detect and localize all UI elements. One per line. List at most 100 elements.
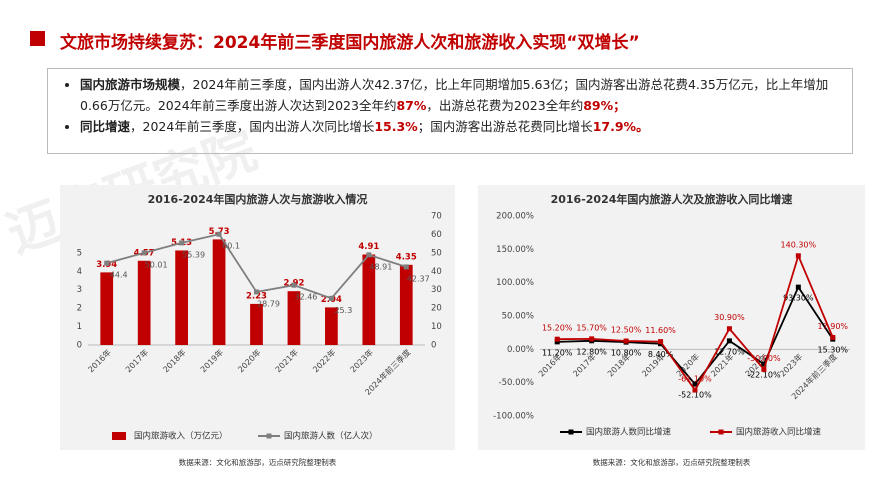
point: [328, 295, 334, 301]
point: [623, 338, 629, 344]
bar: [137, 260, 151, 345]
point-label: 44.4: [110, 271, 128, 280]
y-tick-label: -50.00%: [499, 378, 534, 388]
bar: [362, 254, 376, 345]
point-label: 55.39: [182, 250, 205, 259]
point: [554, 336, 560, 342]
highlight: 15.3%: [374, 119, 418, 134]
bar-label: 2.23: [246, 291, 267, 301]
point: [761, 366, 767, 372]
point-label: 15.30%: [818, 346, 849, 355]
point: [692, 381, 698, 387]
point: [761, 361, 767, 367]
legend-swatch: [112, 432, 126, 440]
bullet-lead: 同比增速: [80, 119, 131, 134]
point: [141, 250, 147, 256]
point-label: 10.80%: [611, 349, 642, 358]
summary-box: 国内旅游市场规模，2024年前三季度，国内出游人次42.37亿，比上年同期增加5…: [47, 68, 853, 154]
chart-panel: [478, 185, 865, 450]
legend-label: 国内旅游人数（亿人次）: [284, 431, 378, 442]
source-note: 数据来源：文化和旅游部，迈点研究院整理制表: [593, 457, 751, 467]
bullet-lead: 国内旅游市场规模: [80, 77, 181, 92]
bar-label: 4.35: [396, 252, 417, 262]
bar: [212, 239, 226, 345]
bar: [100, 272, 114, 345]
slide-title: 文旅市场持续复苏：2024年前三季度国内旅游人次和旅游收入实现“双增长”: [60, 33, 640, 53]
highlight: 89%；: [583, 98, 626, 113]
legend-swatch: [718, 429, 724, 435]
point-label: -52.10%: [678, 391, 712, 400]
legend-label: 国内旅游人数同比增速: [586, 427, 672, 438]
y-tick-label: 0: [77, 341, 82, 351]
bar: [287, 291, 301, 345]
y-tick-label: 2: [77, 304, 82, 314]
y-tick-label: 5: [77, 248, 82, 258]
point-label: 12.70%: [714, 347, 745, 356]
bullet-text: ，出游总花费为2023全年约: [426, 98, 584, 113]
point-label: 8.40%: [648, 350, 674, 359]
point-label: -30.00%: [747, 354, 781, 363]
y-tick-label: 100.00%: [496, 278, 534, 288]
title-marker: [30, 31, 45, 46]
point: [254, 289, 259, 295]
point: [291, 282, 297, 288]
point: [795, 253, 801, 259]
point-label: 30.90%: [714, 313, 745, 322]
y2-tick-label: 60: [431, 230, 442, 240]
y-tick-label: 150.00%: [496, 245, 534, 255]
point: [795, 284, 801, 290]
y-tick-label: 0.00%: [507, 345, 534, 355]
point: [216, 231, 222, 237]
bullet-text: ，2024年前三季度，国内出游人次42.37亿，比上年同期增加5.63亿；国内游…: [80, 77, 829, 113]
y2-tick-label: 0: [431, 341, 436, 351]
bullet: 国内旅游市场规模，2024年前三季度，国内出游人次42.37亿，比上年同期增加5…: [80, 74, 844, 116]
y-tick-label: 1: [77, 322, 82, 332]
point-label: -61.10%: [678, 375, 712, 384]
point: [589, 336, 595, 342]
bar: [250, 303, 263, 345]
point: [692, 387, 698, 393]
point: [366, 252, 372, 258]
point-label: 60.1: [222, 242, 240, 251]
chart-title: 2016-2024年国内旅游人次及旅游收入同比增速: [551, 192, 793, 206]
legend-label: 国内旅游收入（万亿元）: [134, 431, 228, 442]
point-label: 25.3: [334, 306, 352, 315]
bar: [175, 250, 188, 345]
highlight: 17.9%。: [592, 119, 649, 134]
y-tick-label: -100.00%: [493, 412, 534, 422]
point-label: 93.30%: [783, 294, 814, 303]
bar: [399, 264, 413, 345]
bar-label: 4.91: [358, 242, 379, 252]
y2-tick-label: 10: [431, 322, 442, 332]
bar: [325, 307, 338, 345]
y-tick-label: 4: [77, 267, 82, 277]
point-label: -22.10%: [747, 371, 781, 380]
chart-title: 2016-2024年国内旅游人次与旅游收入情况: [148, 192, 368, 206]
point-label: 12.80%: [576, 347, 607, 356]
point: [726, 338, 732, 344]
y-tick-label: 50.00%: [502, 312, 534, 322]
y2-tick-label: 30: [431, 285, 442, 295]
point-label: 50.01: [145, 260, 168, 269]
point-label: 11.20%: [542, 348, 573, 357]
point-label: 17.90%: [818, 322, 849, 331]
point-label: 32.46: [294, 293, 317, 302]
y2-tick-label: 50: [431, 248, 442, 258]
y2-tick-label: 20: [431, 304, 442, 314]
source-note: 数据来源：文化和旅游部，迈点研究院整理制表: [179, 457, 337, 467]
legend-swatch: [568, 429, 574, 435]
y-tick-label: 3: [77, 285, 82, 295]
point-label: 140.30%: [781, 240, 817, 249]
point: [179, 240, 185, 246]
bullet-text: ；国内游客出游总花费同比增长: [417, 119, 593, 134]
legend-swatch: [266, 433, 272, 439]
y2-tick-label: 40: [431, 267, 442, 277]
y-tick-label: 200.00%: [496, 212, 534, 222]
point: [658, 339, 664, 345]
point-label: 15.20%: [542, 324, 573, 333]
highlight: 87%: [396, 98, 427, 113]
y2-tick-label: 70: [431, 212, 442, 222]
point-label: 48.91: [369, 262, 392, 271]
